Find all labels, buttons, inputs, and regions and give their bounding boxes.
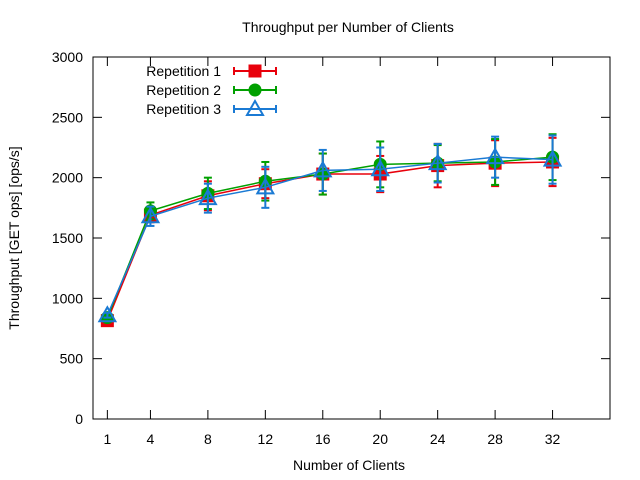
series-3 <box>97 134 563 323</box>
plot-area: 0 500 1000 1500 2000 2500 3000 1 4 8 12 16 20 24 28 32 <box>52 49 611 447</box>
legend-label: Repetition 2 <box>146 82 221 98</box>
circle-marker <box>248 83 262 97</box>
triangle-marker <box>140 206 161 224</box>
triangle-marker <box>245 98 265 116</box>
x-tick-label: 8 <box>204 431 212 447</box>
series-line <box>106 161 553 321</box>
x-tick-label: 16 <box>315 431 331 447</box>
legend-label: Repetition 3 <box>146 101 221 117</box>
triangle-marker <box>370 159 390 177</box>
y-tick-label: 2000 <box>52 170 83 186</box>
series-1 <box>100 136 560 328</box>
triangle-marker <box>313 160 333 178</box>
y-tick-label: 0 <box>75 411 83 427</box>
y-axis-label: Throughput [GET ops] [ops/s] <box>6 146 22 329</box>
square-marker <box>248 64 262 78</box>
series-layer <box>97 133 563 328</box>
triangle-marker <box>542 149 563 167</box>
triangle-marker <box>427 153 448 171</box>
series-line <box>106 156 553 318</box>
legend-item-1: Repetition 1 <box>146 63 277 79</box>
y-tick-label: 1500 <box>52 230 83 246</box>
x-axis-label: Number of Clients <box>293 457 405 473</box>
x-tick-label: 28 <box>487 431 503 447</box>
x-tick-label: 20 <box>372 431 388 447</box>
legend-item-2: Repetition 2 <box>146 82 277 98</box>
legend-item-3: Repetition 3 <box>146 98 277 117</box>
x-tick-label: 24 <box>430 431 446 447</box>
chart-title: Throughput per Number of Clients <box>242 19 454 35</box>
series-line <box>106 156 553 316</box>
x-tick-label: 1 <box>103 431 111 447</box>
legend: Repetition 1 Repetition 2 Repetition 3 <box>146 63 277 117</box>
triangle-marker <box>255 177 276 195</box>
x-tick-label: 12 <box>258 431 274 447</box>
legend-label: Repetition 1 <box>146 63 221 79</box>
y-tick-label: 2500 <box>52 109 83 125</box>
x-tick-label: 32 <box>545 431 561 447</box>
triangle-marker <box>485 147 505 165</box>
triangle-marker <box>97 305 118 323</box>
y-tick-label: 500 <box>60 351 84 367</box>
y-tick-label: 3000 <box>52 49 83 65</box>
y-tick-label: 1000 <box>52 290 83 306</box>
triangle-marker <box>198 188 218 206</box>
x-tick-label: 4 <box>147 431 155 447</box>
